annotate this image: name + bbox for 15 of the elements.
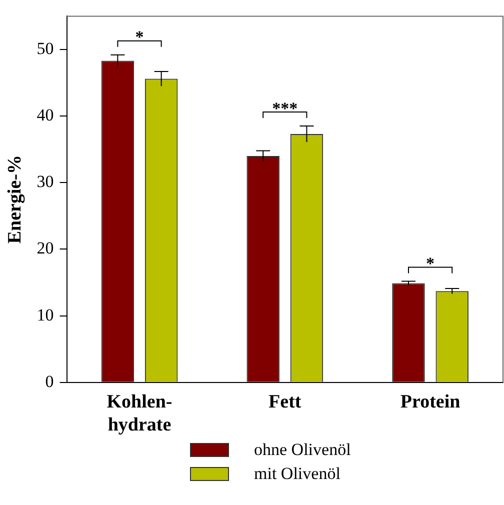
y-tick-label: 30: [36, 172, 54, 192]
annotation: *: [135, 28, 144, 47]
y-tick-label: 20: [36, 238, 54, 258]
y-axis-title: Energie-%: [4, 154, 26, 244]
y-tick-label: 50: [36, 38, 54, 58]
y-tick-label: 40: [36, 106, 54, 125]
x-tick-label: Fett: [268, 392, 302, 413]
annotation: *: [426, 254, 435, 274]
x-tick-label: Protein: [400, 392, 461, 413]
x-tick-label: Kohlen-hydrate: [106, 392, 172, 436]
y-tick-label: 0: [45, 372, 54, 391]
legend-label: mit Olivenöl: [254, 464, 340, 484]
y-tick-label: 10: [36, 305, 54, 324]
legend-label: ohne Olivenöl: [254, 440, 351, 460]
annotation: ***: [272, 98, 298, 118]
